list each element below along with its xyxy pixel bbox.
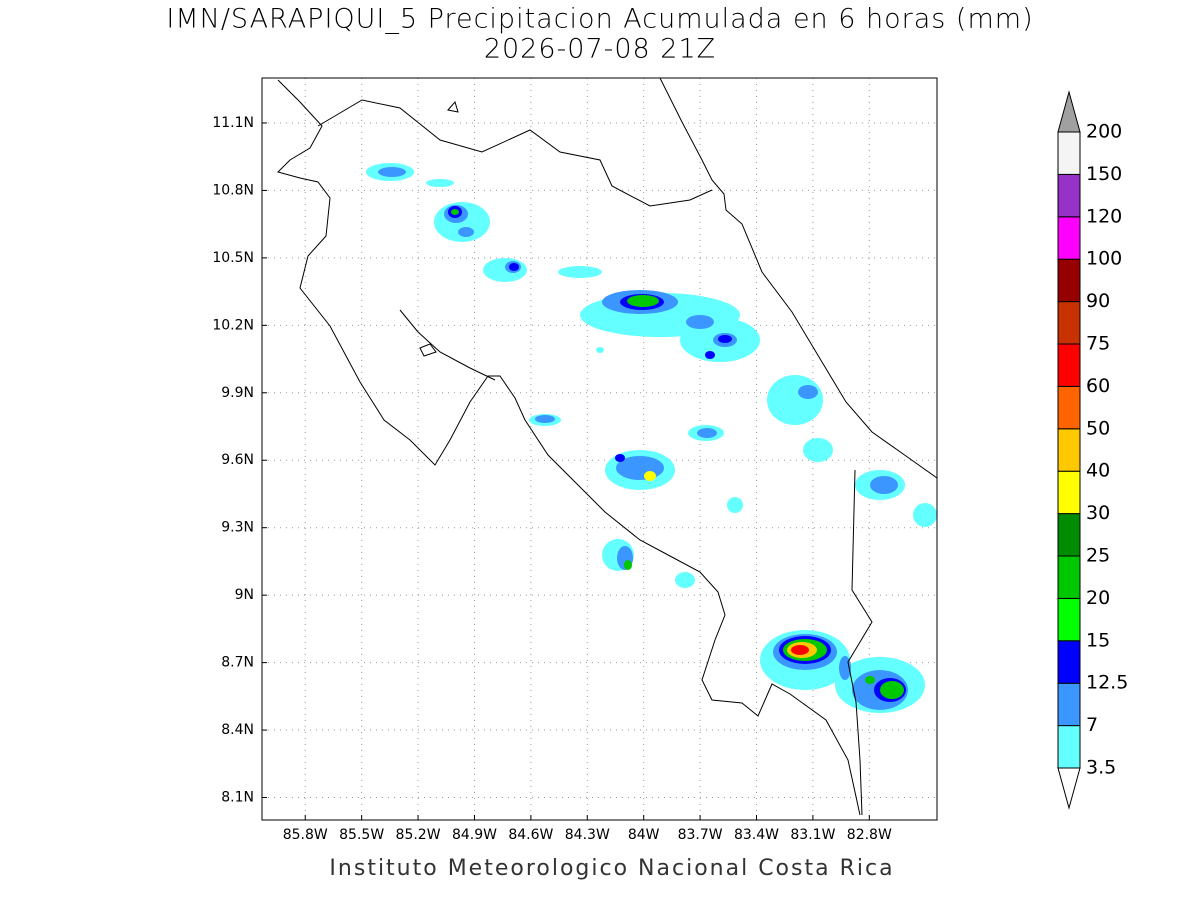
colorbar-label: 60 <box>1086 375 1110 397</box>
colorbar-label: 7 <box>1086 714 1098 736</box>
colorbar: 3.5 7 12.5 15 20 25 30 40 50 60 75 90 100 120 150 200 <box>1057 90 1128 810</box>
colorbar-label: 50 <box>1086 417 1110 439</box>
lat-tick-label: 9.9N <box>221 385 254 401</box>
colorbar-label: 15 <box>1086 629 1110 651</box>
colorbar-label: 25 <box>1086 545 1110 567</box>
lon-tick-label: 84.6W <box>508 827 553 843</box>
colorbar-label: 150 <box>1086 163 1122 185</box>
map-title: IMN/SARAPIQUI_5 Precipitacion Acumulada … <box>166 4 1033 35</box>
lat-tick-label: 10.8N <box>212 182 254 198</box>
colorbar-label: 40 <box>1086 460 1110 482</box>
colorbar-box <box>1057 428 1081 472</box>
axes: 85.8W 85.5W 85.2W 84.9W 84.6W 84.3W 84W 83.7W 83… <box>212 115 892 843</box>
colorbar-label: 120 <box>1086 205 1122 227</box>
lon-tick-label: 85.8W <box>283 827 328 843</box>
lon-tick-label: 84W <box>628 827 660 843</box>
lon-tick-label: 84.3W <box>565 827 610 843</box>
colorbar-box <box>1057 470 1081 515</box>
lat-tick-label: 10.2N <box>212 317 254 333</box>
plot-frame <box>261 77 938 821</box>
colorbar-box <box>1057 725 1081 769</box>
colorbar-label: 12.5 <box>1086 672 1128 694</box>
lon-tick-label: 85.2W <box>396 827 441 843</box>
colorbar-box <box>1057 131 1081 175</box>
map-subtitle: 2026-07-08 21Z <box>484 34 716 65</box>
colorbar-label: 75 <box>1086 333 1110 355</box>
colorbar-label: 30 <box>1086 502 1110 524</box>
precip-field <box>277 78 937 816</box>
precip-moderate <box>378 167 908 710</box>
lon-tick-label: 83.7W <box>678 827 723 843</box>
grid <box>262 78 937 820</box>
coastline <box>277 78 937 816</box>
colorbar-box <box>1057 258 1081 303</box>
lon-tick-label: 83.1W <box>790 827 835 843</box>
precip-very-heavy <box>451 209 904 699</box>
colorbar-label: 3.5 <box>1086 757 1116 779</box>
lat-tick-label: 10.5N <box>212 250 254 266</box>
colorbar-label: 200 <box>1086 121 1122 143</box>
lon-tick-label: 82.8W <box>847 827 892 843</box>
colorbar-box <box>1057 640 1081 684</box>
colorbar-box <box>1057 343 1081 387</box>
lat-tick-label: 11.1N <box>212 115 254 131</box>
colorbar-box <box>1057 597 1081 642</box>
colorbar-under <box>1057 767 1081 810</box>
lon-tick-label: 83.4W <box>734 827 779 843</box>
colorbar-box <box>1057 513 1081 557</box>
colorbar-box <box>1057 385 1081 430</box>
footer: Instituto Meteorologico Nacional Costa R… <box>329 856 894 881</box>
colorbar-over <box>1057 90 1081 133</box>
lat-tick-label: 9.6N <box>221 452 254 468</box>
colorbar-box <box>1057 173 1081 218</box>
lat-tick-label: 9N <box>235 587 254 603</box>
lat-tick-label: 8.1N <box>221 790 254 806</box>
colorbar-box <box>1057 301 1081 345</box>
lon-tick-label: 84.9W <box>452 827 497 843</box>
precip-light <box>366 163 937 713</box>
precip-heavy <box>448 206 906 702</box>
colorbar-box <box>1057 555 1081 599</box>
lat-tick-label: 9.3N <box>221 520 254 536</box>
lon-tick-label: 85.5W <box>339 827 384 843</box>
lat-tick-label: 8.7N <box>221 655 254 671</box>
colorbar-label: 20 <box>1086 587 1110 609</box>
colorbar-box <box>1057 216 1081 260</box>
colorbar-label: 90 <box>1086 290 1110 312</box>
colorbar-box <box>1057 682 1081 727</box>
colorbar-label: 100 <box>1086 248 1122 270</box>
lat-tick-label: 8.4N <box>221 722 254 738</box>
precip-extreme <box>644 471 817 658</box>
